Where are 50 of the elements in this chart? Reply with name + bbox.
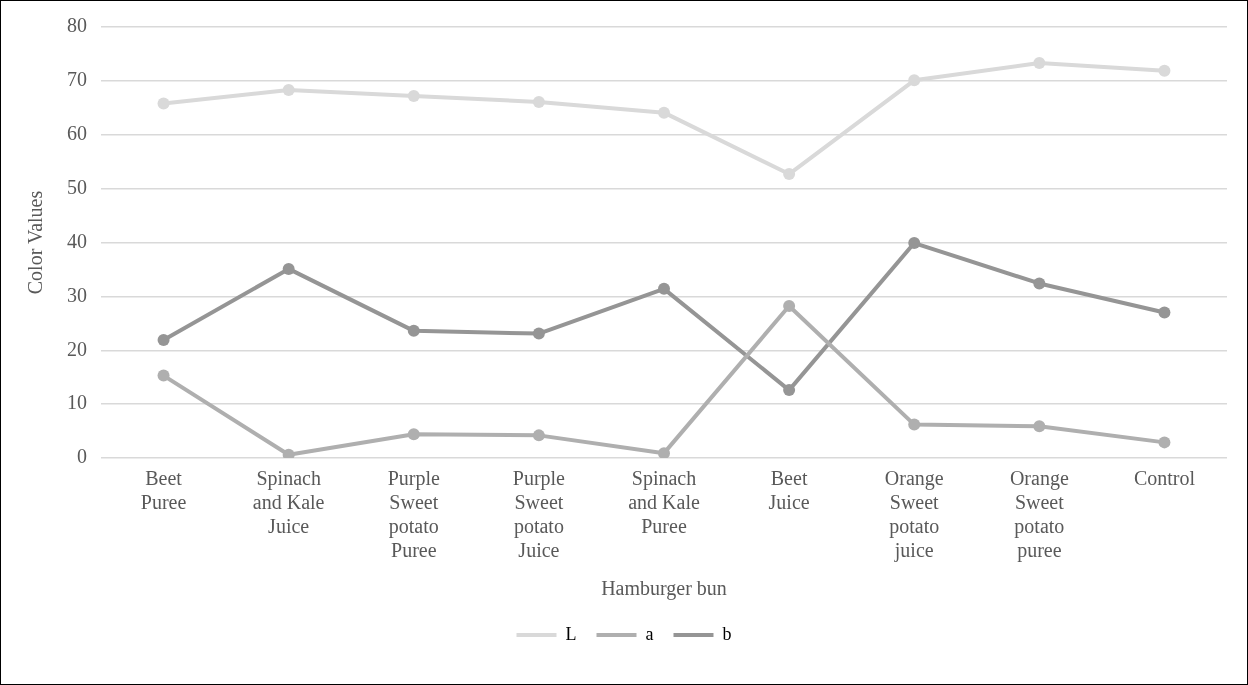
point	[783, 384, 796, 397]
point	[1158, 64, 1171, 77]
point	[532, 429, 545, 442]
point	[1033, 277, 1046, 290]
point	[658, 106, 670, 119]
y-tick-label: 70	[67, 68, 87, 91]
x-tick-label: Purple Sweet potato Juice	[512, 467, 566, 562]
y-tick-label: 20	[67, 337, 87, 360]
point	[1033, 420, 1046, 433]
point	[1158, 436, 1171, 449]
point	[908, 237, 921, 250]
point	[282, 448, 295, 458]
x-tick-label: Beet Puree	[140, 467, 187, 514]
y-tick-label: 50	[67, 175, 87, 198]
point	[157, 97, 170, 110]
y-tick-label: 10	[67, 391, 87, 414]
point	[1033, 57, 1046, 70]
point	[783, 168, 796, 181]
x-tick-label: Beet Juice	[768, 467, 810, 514]
legend-label: a	[645, 623, 654, 644]
x-axis-title: Hamburger bun	[601, 577, 727, 601]
x-tick-label: Orange Sweet potato puree	[1009, 467, 1069, 563]
point	[282, 84, 295, 97]
point	[157, 334, 170, 347]
point	[783, 300, 796, 313]
x-tick-label: Control	[1133, 467, 1196, 490]
x-tick-label: Purple Sweet potato Puree	[387, 467, 441, 562]
legend-label: L	[565, 623, 577, 644]
x-tick-label: Orange Sweet potato juice	[884, 467, 944, 563]
point	[407, 324, 420, 337]
x-tick-label: Spinach and Kale Puree	[628, 467, 700, 538]
point	[407, 428, 420, 441]
y-tick-label: 60	[67, 122, 87, 144]
y-tick-label: 30	[67, 283, 87, 306]
point	[407, 89, 420, 102]
y-axis-title: Color Values	[24, 190, 47, 295]
point	[532, 95, 545, 108]
point	[658, 282, 670, 295]
point	[1158, 306, 1171, 319]
y-tick-label: 40	[67, 229, 87, 252]
y-tick-label: 0	[77, 445, 87, 468]
point	[532, 327, 545, 340]
y-tick-label: 80	[67, 14, 87, 37]
point	[908, 74, 921, 87]
point	[658, 447, 670, 458]
point	[908, 418, 921, 431]
point	[282, 262, 295, 275]
legend-label: b	[722, 623, 732, 644]
x-tick-label: Spinach and Kale Juice	[252, 467, 325, 538]
point	[157, 369, 170, 382]
